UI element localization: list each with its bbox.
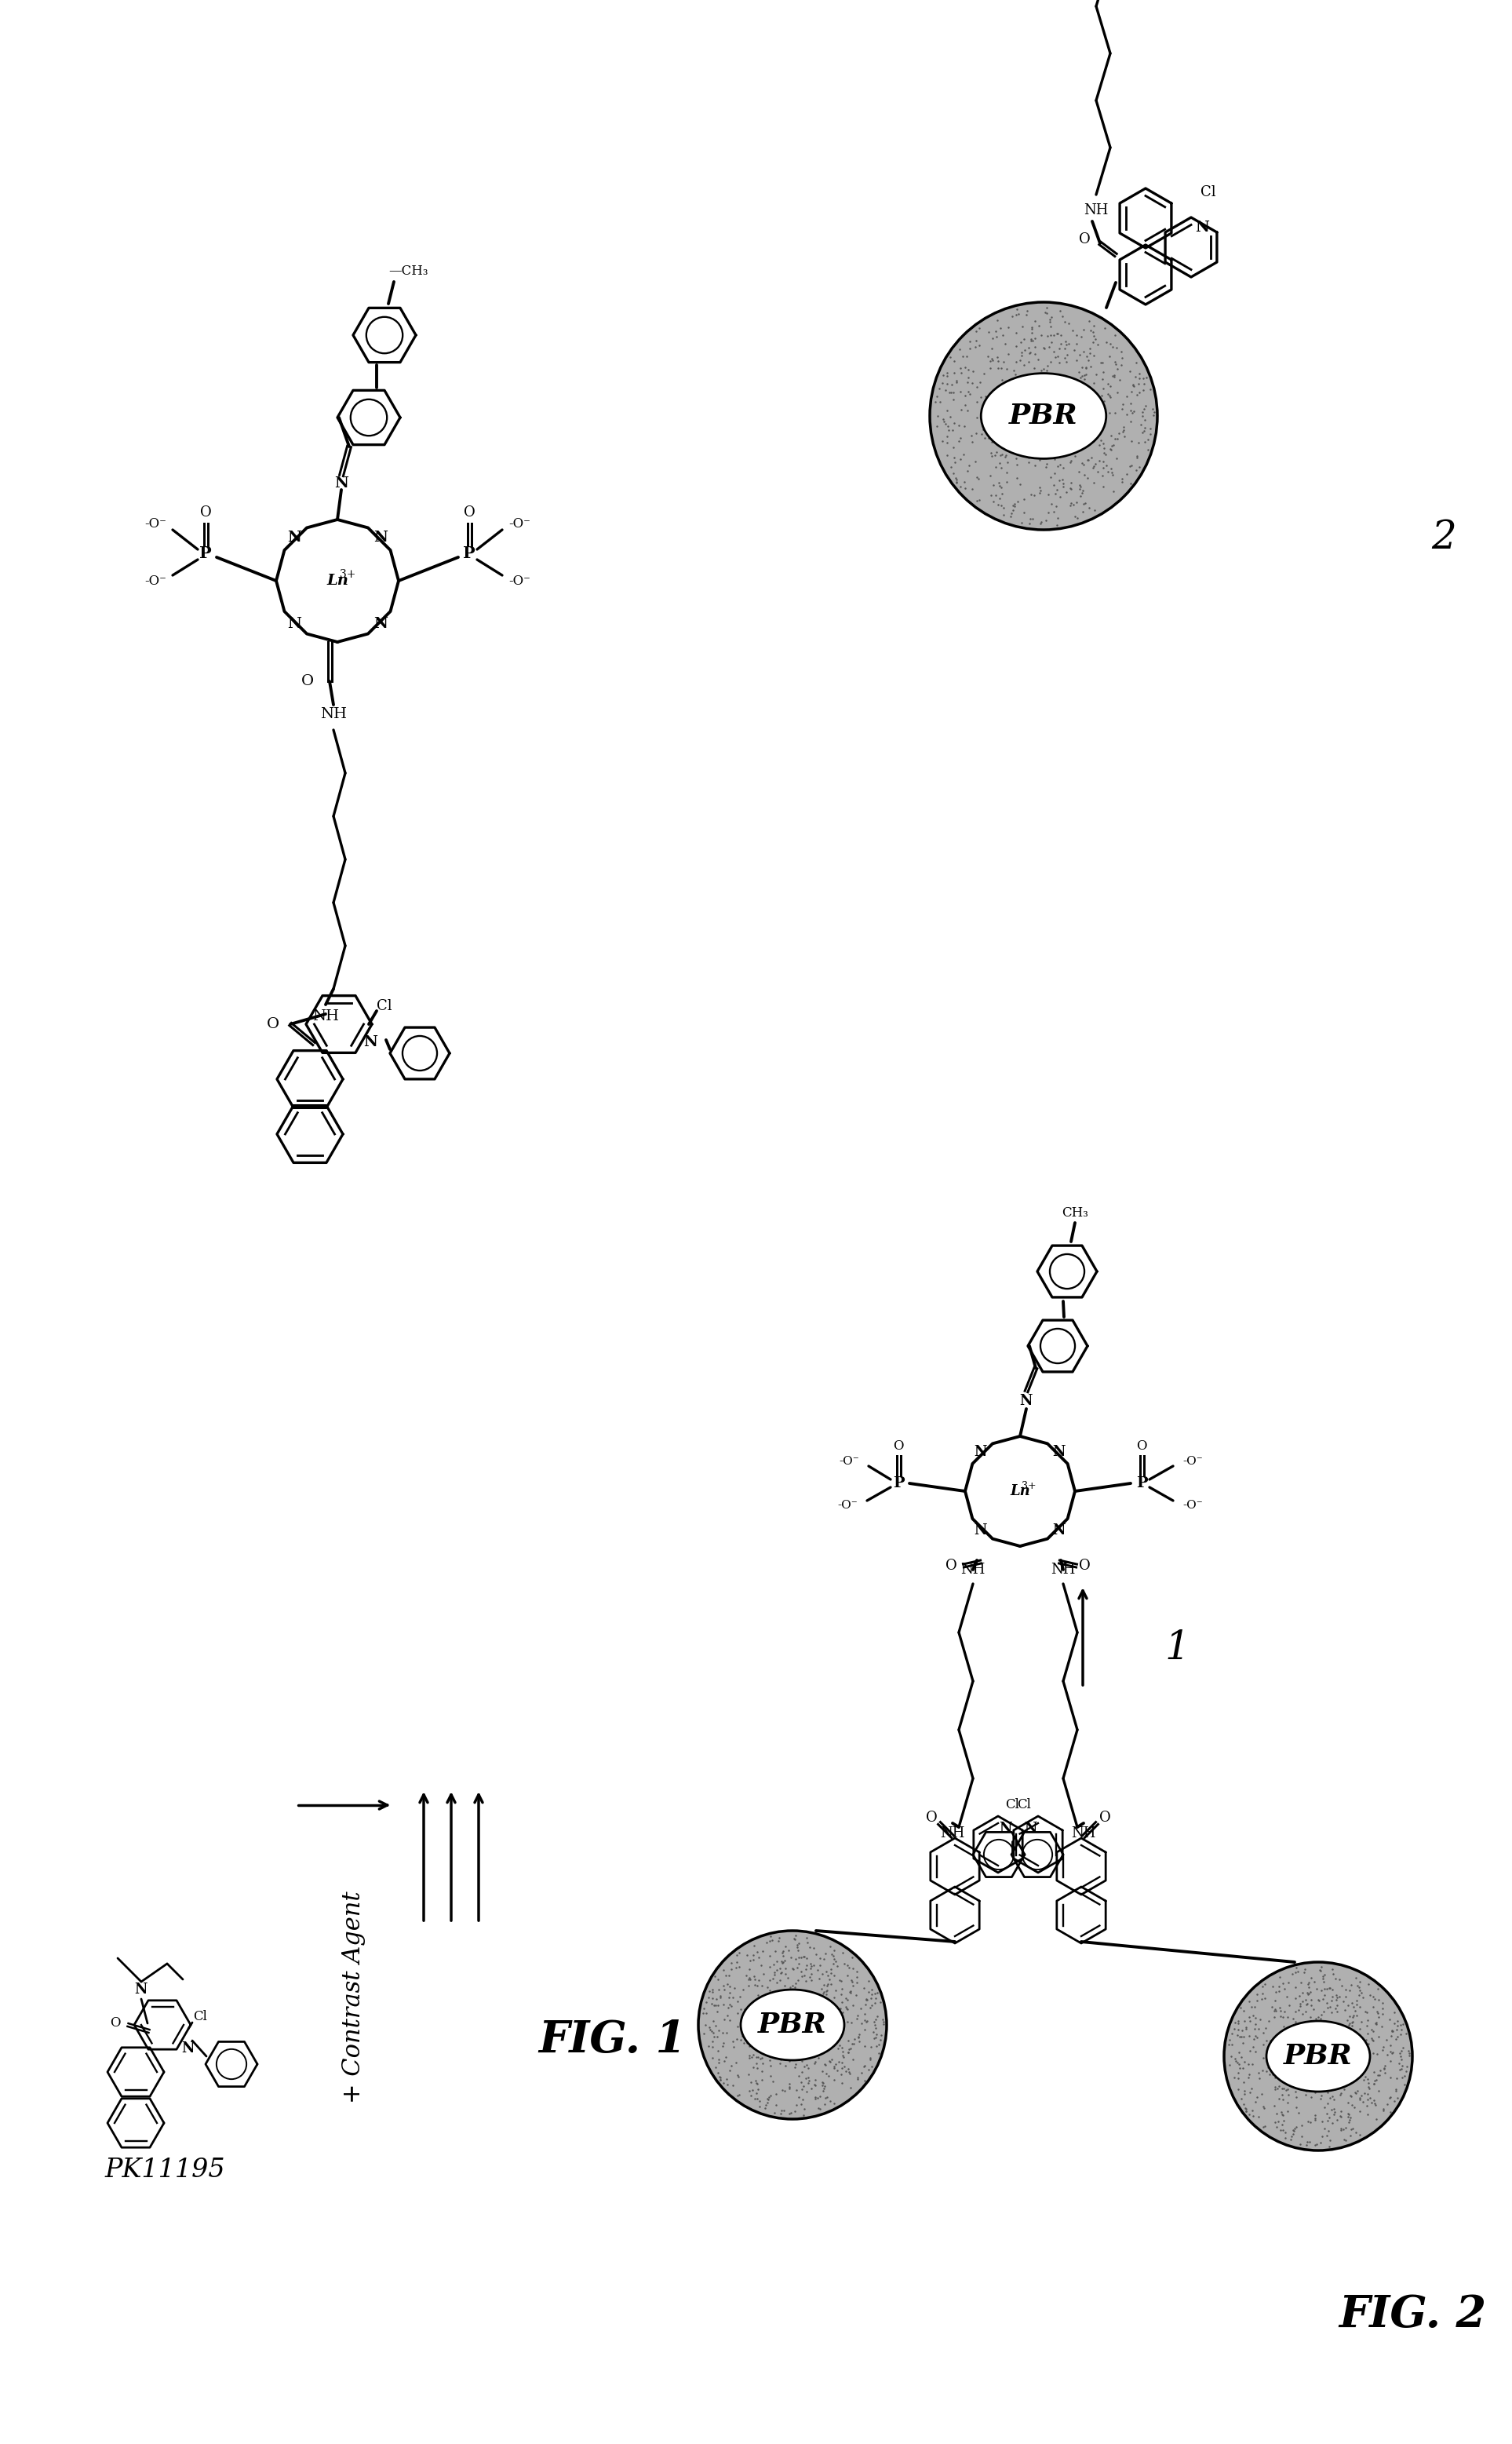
Text: N: N	[1052, 1444, 1066, 1459]
Text: O: O	[200, 506, 212, 521]
Text: 3+: 3+	[1021, 1481, 1036, 1491]
Text: N: N	[287, 530, 301, 545]
Text: P: P	[1136, 1476, 1148, 1491]
Circle shape	[930, 303, 1157, 530]
Text: N: N	[135, 1982, 148, 1997]
Text: PBR: PBR	[758, 2011, 827, 2038]
Text: NH: NH	[313, 1009, 339, 1024]
Text: N: N	[1194, 220, 1210, 235]
Text: N: N	[999, 1821, 1013, 1835]
Text: P: P	[892, 1476, 904, 1491]
Text: Cl: Cl	[1018, 1799, 1031, 1811]
Text: FIG. 1: FIG. 1	[538, 2019, 686, 2063]
Text: -O⁻: -O⁻	[839, 1457, 859, 1466]
Ellipse shape	[1267, 2021, 1370, 2092]
Text: N: N	[1024, 1821, 1037, 1835]
Text: O: O	[110, 2016, 121, 2031]
Ellipse shape	[981, 374, 1107, 459]
Text: PBR: PBR	[1284, 2043, 1353, 2070]
Text: NH: NH	[1051, 1562, 1075, 1576]
Text: -O⁻: -O⁻	[508, 574, 531, 587]
Text: + Contrast Agent: + Contrast Agent	[340, 1892, 366, 2104]
Text: N: N	[373, 530, 387, 545]
Text: P: P	[200, 545, 212, 562]
Text: -O⁻: -O⁻	[145, 516, 166, 530]
Text: 1: 1	[1164, 1628, 1190, 1667]
Text: N: N	[974, 1523, 987, 1537]
Text: N: N	[181, 2041, 195, 2055]
Text: O: O	[301, 675, 314, 689]
Text: NH: NH	[1084, 203, 1108, 218]
Text: -O⁻: -O⁻	[1182, 1457, 1202, 1466]
Text: O: O	[463, 506, 475, 521]
Text: —CH₃: —CH₃	[389, 264, 428, 279]
Text: Cl: Cl	[376, 1000, 392, 1014]
Text: Ln: Ln	[1010, 1484, 1030, 1498]
Text: O: O	[1099, 1811, 1110, 1826]
Text: NH: NH	[960, 1562, 986, 1576]
Text: N: N	[1052, 1523, 1066, 1537]
Text: FIG. 2: FIG. 2	[1338, 2295, 1486, 2336]
Text: N: N	[974, 1444, 987, 1459]
Text: PK11195: PK11195	[104, 2158, 225, 2182]
Text: 2: 2	[1432, 518, 1456, 557]
Text: N: N	[287, 616, 301, 631]
Text: -O⁻: -O⁻	[145, 574, 166, 587]
Text: -O⁻: -O⁻	[508, 516, 531, 530]
Circle shape	[699, 1931, 886, 2119]
Text: CH₃: CH₃	[1061, 1205, 1089, 1220]
Ellipse shape	[741, 1989, 844, 2060]
Text: O: O	[894, 1440, 904, 1452]
Text: O: O	[945, 1559, 957, 1574]
Text: O: O	[1078, 232, 1090, 247]
Text: O: O	[1137, 1440, 1148, 1452]
Text: P: P	[463, 545, 475, 562]
Text: O: O	[1078, 1559, 1090, 1574]
Text: NH: NH	[940, 1826, 965, 1840]
Text: O: O	[266, 1017, 280, 1031]
Text: NH: NH	[321, 706, 346, 721]
Text: Cl: Cl	[1005, 1799, 1019, 1811]
Text: N: N	[363, 1036, 378, 1048]
Text: O: O	[925, 1811, 937, 1826]
Text: Ln: Ln	[327, 574, 348, 589]
Text: PBR: PBR	[1009, 403, 1078, 430]
Circle shape	[1225, 1963, 1412, 2151]
Text: -O⁻: -O⁻	[838, 1501, 857, 1510]
Text: NH: NH	[1072, 1826, 1096, 1840]
Text: Cl: Cl	[194, 2011, 207, 2024]
Text: N: N	[334, 477, 348, 491]
Text: N: N	[1019, 1393, 1033, 1408]
Text: -O⁻: -O⁻	[1182, 1501, 1202, 1510]
Text: 3+: 3+	[340, 569, 355, 579]
Text: Cl: Cl	[1201, 186, 1216, 200]
Text: N: N	[373, 616, 387, 631]
